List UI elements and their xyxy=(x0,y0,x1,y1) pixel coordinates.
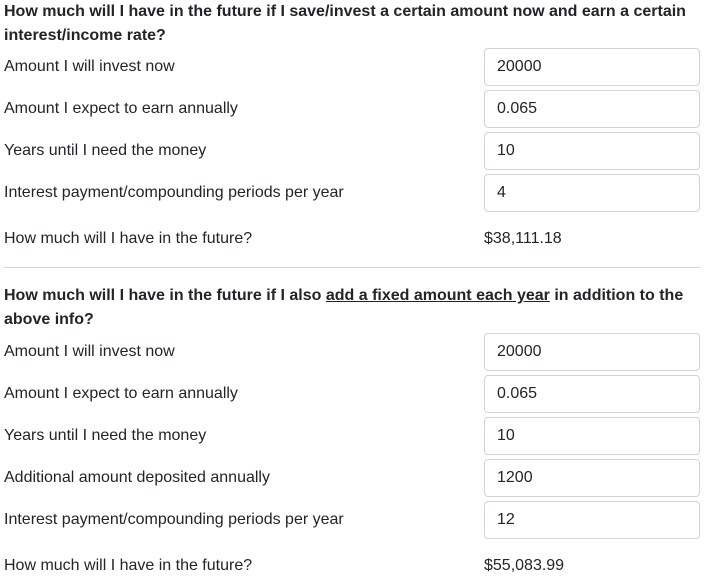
invest-now-input[interactable] xyxy=(484,48,700,86)
periods-input[interactable] xyxy=(484,174,700,212)
section-2-heading-start: How much will I have in the future if I … xyxy=(4,287,326,304)
periods-label: Interest payment/compounding periods per… xyxy=(4,511,344,528)
section-2-heading: How much will I have in the future if I … xyxy=(4,284,700,332)
section-1-heading: How much will I have in the future if I … xyxy=(4,3,686,44)
future-value-label: How much will I have in the future? xyxy=(4,230,253,247)
future-value-result: $55,083.99 xyxy=(484,557,565,574)
annual-deposit-link[interactable]: add a fixed amount each year xyxy=(325,287,550,304)
annual-rate-input[interactable] xyxy=(484,90,700,128)
years-label: Years until I need the money xyxy=(4,142,207,159)
years-input[interactable] xyxy=(484,132,700,170)
future-value-result: $38,111.18 xyxy=(484,230,562,247)
additional-deposit-input[interactable] xyxy=(484,459,700,497)
periods-label: Interest payment/compounding periods per… xyxy=(4,184,344,201)
section-divider xyxy=(4,267,700,268)
section-2-heading-end: in addition to the above info? xyxy=(4,287,684,328)
periods-input[interactable] xyxy=(484,501,700,539)
years-input[interactable] xyxy=(484,417,700,455)
annual-rate-label: Amount I expect to earn annually xyxy=(4,100,238,117)
years-label: Years until I need the money xyxy=(4,427,207,444)
invest-now-input[interactable] xyxy=(484,333,700,371)
section-annual-deposit: How much will I have in the future if I … xyxy=(4,284,700,332)
future-value-label: How much will I have in the future? xyxy=(4,557,253,574)
invest-now-label: Amount I will invest now xyxy=(4,343,175,360)
annual-rate-label: Amount I expect to earn annually xyxy=(4,385,238,402)
section-lump-sum: How much will I have in the future if I … xyxy=(4,0,700,48)
invest-now-label: Amount I will invest now xyxy=(4,58,175,75)
additional-deposit-label: Additional amount deposited annually xyxy=(4,469,270,486)
annual-rate-input[interactable] xyxy=(484,375,700,413)
